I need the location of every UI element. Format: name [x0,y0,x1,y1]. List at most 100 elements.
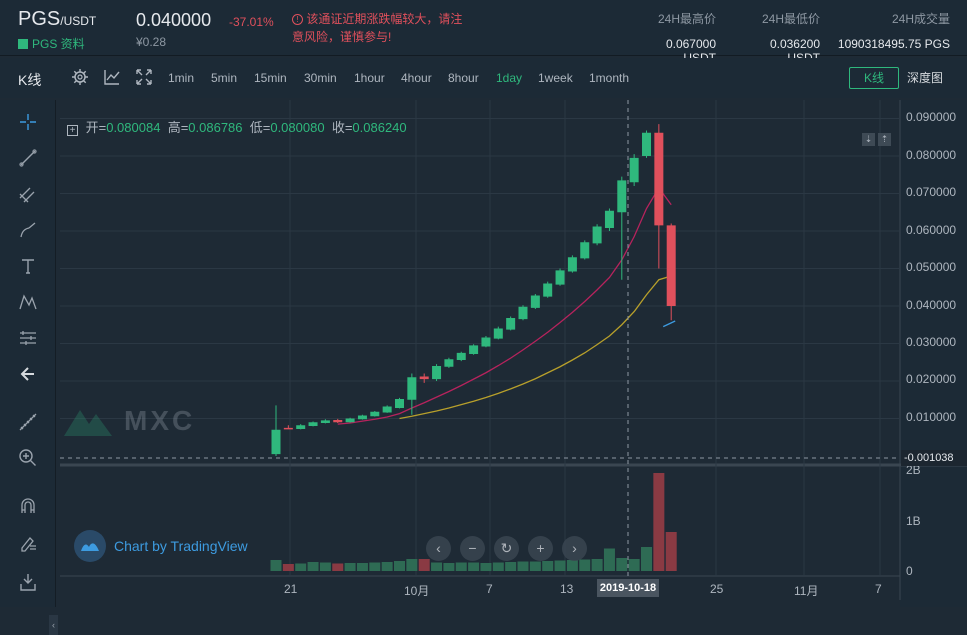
interval-1day[interactable]: 1day [496,71,523,85]
candle-body [296,425,306,429]
indicator-icon[interactable] [103,68,121,86]
candle-body [654,132,664,226]
time-tick: 13 [560,582,574,596]
warning-icon: ! [292,14,303,25]
stat-volume-value: 1090318495.75 PGS [837,37,950,51]
volume-bar [641,547,652,571]
candle-body [370,411,380,417]
zoom-in-icon[interactable] [18,448,38,468]
candle-body [543,283,553,297]
info-icon [18,38,28,49]
candle-body [456,352,466,360]
pitchfork-icon[interactable] [18,184,38,204]
magnet-icon[interactable] [18,496,38,516]
interval-1month[interactable]: 1month [589,71,630,85]
candle-body [580,242,590,259]
volume-bar [505,562,517,571]
reset-button[interactable]: ↻ [494,536,519,561]
volume-bar [295,563,307,571]
candle-body [308,422,318,426]
crosshair-price-label: -0.001038 [901,450,967,466]
candle-body [271,429,281,455]
candle-body [432,366,442,380]
stat-volume: 24H成交量 1090318495.75 PGS [830,10,950,51]
volume-bar [307,562,319,571]
volume-bar [591,559,603,571]
volume-bar [282,564,294,571]
low-label: 低= [249,120,271,135]
price-tick: 0.040000 [906,298,957,312]
risk-warning-text: 该通证近期涨跌幅较大，请注意风险，谨慎参与! [292,12,463,44]
interval-30min[interactable]: 30min [304,71,337,85]
volume-bar [319,562,331,571]
candle-body [320,420,330,423]
volume-bar [344,563,356,571]
candle-body [382,406,392,413]
text-icon[interactable] [18,256,38,276]
volume-bar [468,562,480,571]
interval-15min[interactable]: 15min [254,71,287,85]
zoom-in-button[interactable]: + [528,536,553,561]
ruler-icon[interactable] [18,412,38,432]
stat-low-label: 24H最低价 [761,12,820,26]
token-info-link[interactable]: PGS 资料 [18,35,85,52]
interval-8hour[interactable]: 8hour [448,71,479,85]
candle-body [629,157,639,183]
volume-tick: 1B [906,514,921,528]
candle-body [283,427,293,430]
candle-body [345,418,355,423]
interval-1week[interactable]: 1week [538,71,573,85]
crosshair-icon[interactable] [18,112,38,132]
volume-bar [332,563,344,571]
zoom-out-button[interactable]: − [460,536,485,561]
fullscreen-icon[interactable] [135,68,153,86]
base-symbol: PGS [18,8,61,30]
time-tick: 7 [875,582,882,596]
tradingview-badge[interactable]: Chart by TradingView [74,530,248,562]
price-tick: 0.010000 [906,410,957,424]
candle-body [333,420,343,423]
stat-volume-label: 24H成交量 [891,12,950,26]
tradingview-text: Chart by TradingView [114,538,248,554]
brush-icon[interactable] [18,220,38,240]
volume-bar [406,559,418,571]
interval-1hour[interactable]: 1hour [354,71,385,85]
candle-body [604,210,614,228]
settings-icon[interactable] [71,68,89,86]
last-price: 0.040000 [136,10,212,30]
tab-depth[interactable]: 深度图 [906,71,943,85]
legend-toggle-icon[interactable]: + [67,125,78,136]
price-tick: 0.080000 [906,148,957,162]
measure-icon[interactable] [18,328,38,348]
candle-body [555,270,565,285]
volume-tick: 0 [906,564,913,578]
interval-4hour[interactable]: 4hour [401,71,432,85]
volume-bar [418,559,430,571]
volume-bar [443,563,455,571]
candle-body [518,306,528,320]
lock-drawing-icon[interactable] [18,532,38,552]
volume-bar [492,562,504,571]
scale-up-icon[interactable]: ⇡ [878,133,891,146]
remove-drawings-icon[interactable] [18,572,38,592]
scale-down-icon[interactable]: ⇣ [862,133,875,146]
pattern-icon[interactable] [18,292,38,312]
pair-symbol: PGS/USDT [18,8,96,31]
volume-bar [529,561,541,571]
volume-bar [455,562,467,571]
price-chart[interactable] [0,0,967,607]
mxc-watermark: MXC [62,404,195,438]
candle-body [395,399,404,408]
scroll-right-button[interactable]: › [562,536,587,561]
tab-kline[interactable]: K线 [849,67,899,89]
volume-bar [369,562,381,571]
interval-5min[interactable]: 5min [211,71,238,85]
interval-1min[interactable]: 1min [168,71,195,85]
collapse-toolbar-button[interactable]: ‹ [49,615,58,635]
scroll-left-button[interactable]: ‹ [426,536,451,561]
time-tick: 10月 [404,584,430,598]
candle-body [506,318,516,330]
back-arrow-icon[interactable] [18,364,38,384]
close-label: 收= [331,120,353,135]
trendline-icon[interactable] [18,148,38,168]
